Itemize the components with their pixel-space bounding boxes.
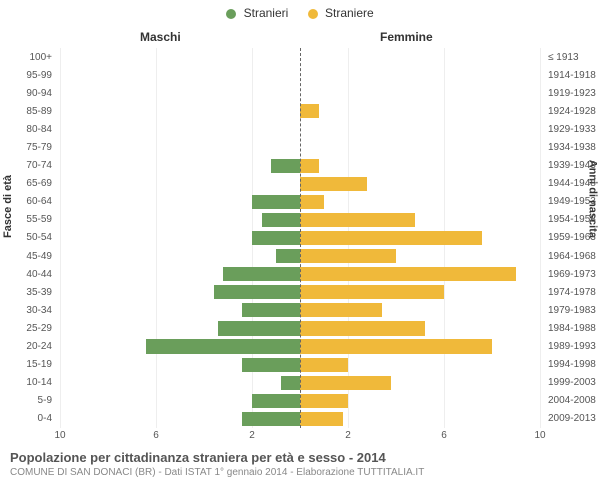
legend-swatch-male	[226, 9, 236, 19]
bar-female	[300, 104, 319, 118]
bar-male	[252, 394, 300, 408]
chart-caption: Popolazione per cittadinanza straniera p…	[10, 450, 590, 478]
y-tick-birth: 2004-2008	[544, 392, 600, 410]
y-tick-birth: 1944-1948	[544, 175, 600, 193]
bar-female	[300, 285, 444, 299]
bar-female	[300, 231, 482, 245]
chart-title: Popolazione per cittadinanza straniera p…	[10, 450, 590, 465]
x-tick-label: 10	[534, 430, 545, 441]
bar-female	[300, 159, 319, 173]
x-tick-label: 2	[249, 430, 255, 441]
y-tick-age: 45-49	[0, 247, 56, 265]
y-tick-birth: ≤ 1913	[544, 48, 600, 66]
bar-female	[300, 303, 382, 317]
x-tick-label: 10	[54, 430, 65, 441]
y-tick-age: 70-74	[0, 157, 56, 175]
bar-male	[271, 159, 300, 173]
legend-item-female: Straniere	[308, 6, 374, 20]
y-tick-age: 35-39	[0, 283, 56, 301]
y-axis-right: ≤ 19131914-19181919-19231924-19281929-19…	[544, 48, 600, 428]
center-divider	[300, 48, 301, 428]
population-pyramid-chart: Stranieri Straniere Maschi Femmine Fasce…	[0, 0, 600, 500]
bar-female	[300, 339, 492, 353]
bar-male	[242, 303, 300, 317]
y-tick-birth: 1979-1983	[544, 301, 600, 319]
y-tick-birth: 1994-1998	[544, 356, 600, 374]
y-tick-age: 100+	[0, 48, 56, 66]
y-tick-birth: 1914-1918	[544, 66, 600, 84]
legend-item-male: Stranieri	[226, 6, 288, 20]
bar-female	[300, 394, 348, 408]
bar-female	[300, 358, 348, 372]
y-tick-birth: 1959-1963	[544, 229, 600, 247]
bar-male	[223, 267, 300, 281]
y-tick-age: 40-44	[0, 265, 56, 283]
y-tick-age: 0-4	[0, 410, 56, 428]
y-tick-age: 25-29	[0, 319, 56, 337]
bar-female	[300, 412, 343, 426]
y-tick-age: 90-94	[0, 84, 56, 102]
y-tick-age: 55-59	[0, 211, 56, 229]
bar-female	[300, 321, 425, 335]
bar-male	[242, 358, 300, 372]
y-tick-birth: 1929-1933	[544, 120, 600, 138]
legend-label-female: Straniere	[325, 6, 374, 20]
x-tick-label: 6	[153, 430, 159, 441]
y-tick-birth: 1949-1953	[544, 193, 600, 211]
bar-male	[252, 195, 300, 209]
bar-female	[300, 213, 415, 227]
legend-swatch-female	[308, 9, 318, 19]
y-tick-birth: 1989-1993	[544, 338, 600, 356]
bar-female	[300, 267, 516, 281]
y-tick-age: 60-64	[0, 193, 56, 211]
y-tick-age: 10-14	[0, 374, 56, 392]
y-tick-birth: 1964-1968	[544, 247, 600, 265]
bar-male	[262, 213, 300, 227]
x-tick-label: 2	[345, 430, 351, 441]
y-tick-age: 75-79	[0, 138, 56, 156]
chart-subtitle: COMUNE DI SAN DONACI (BR) - Dati ISTAT 1…	[10, 467, 590, 478]
column-header-male: Maschi	[140, 30, 181, 44]
y-tick-birth: 1999-2003	[544, 374, 600, 392]
y-tick-age: 30-34	[0, 301, 56, 319]
y-tick-birth: 1974-1978	[544, 283, 600, 301]
y-tick-age: 20-24	[0, 338, 56, 356]
y-axis-left: 100+95-9990-9485-8980-8475-7970-7465-696…	[0, 48, 56, 428]
y-tick-birth: 1969-1973	[544, 265, 600, 283]
y-tick-age: 85-89	[0, 102, 56, 120]
y-tick-birth: 1934-1938	[544, 138, 600, 156]
legend-label-male: Stranieri	[244, 6, 289, 20]
bar-female	[300, 249, 396, 263]
bar-male	[146, 339, 300, 353]
y-tick-birth: 1954-1958	[544, 211, 600, 229]
bar-male	[218, 321, 300, 335]
y-tick-birth: 1984-1988	[544, 319, 600, 337]
y-tick-age: 50-54	[0, 229, 56, 247]
legend: Stranieri Straniere	[0, 6, 600, 20]
column-header-female: Femmine	[380, 30, 433, 44]
y-tick-age: 80-84	[0, 120, 56, 138]
bar-female	[300, 376, 391, 390]
x-axis: 10622610	[60, 428, 540, 444]
y-tick-age: 5-9	[0, 392, 56, 410]
y-tick-birth: 2009-2013	[544, 410, 600, 428]
y-tick-age: 65-69	[0, 175, 56, 193]
bar-male	[242, 412, 300, 426]
bar-female	[300, 195, 324, 209]
y-tick-age: 95-99	[0, 66, 56, 84]
grid-line	[540, 48, 541, 428]
bar-male	[214, 285, 300, 299]
bar-female	[300, 177, 367, 191]
y-tick-birth: 1924-1928	[544, 102, 600, 120]
bar-male	[281, 376, 300, 390]
bar-male	[252, 231, 300, 245]
x-tick-label: 6	[441, 430, 447, 441]
y-tick-birth: 1939-1943	[544, 157, 600, 175]
bar-male	[276, 249, 300, 263]
y-tick-age: 15-19	[0, 356, 56, 374]
y-tick-birth: 1919-1923	[544, 84, 600, 102]
plot-area	[60, 48, 540, 428]
